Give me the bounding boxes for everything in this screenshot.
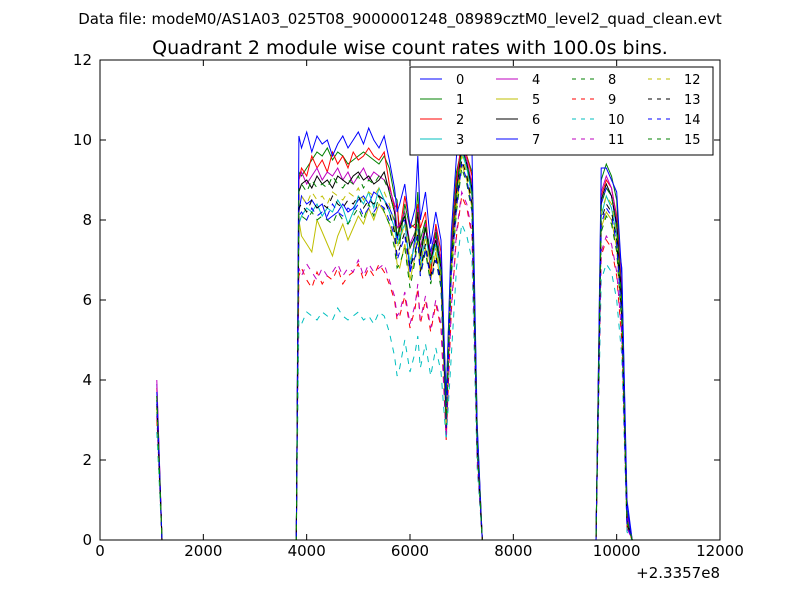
x-tick-label: 6000 [391, 542, 429, 560]
y-tick-label: 6 [82, 291, 92, 309]
legend-label-12: 12 [684, 73, 701, 88]
figure-suptitle: Data file: modeM0/AS1A03_025T08_90000012… [78, 10, 722, 29]
x-tick-label: 2000 [184, 542, 222, 560]
y-tick-label: 0 [82, 531, 92, 549]
y-tick-label: 8 [82, 211, 92, 229]
series-line-7 [156, 106, 633, 541]
legend-label-8: 8 [608, 73, 616, 88]
x-tick-label: 0 [95, 542, 105, 560]
legend-label-14: 14 [684, 113, 701, 128]
legend-label-7: 7 [532, 133, 540, 148]
x-tick-label: 8000 [494, 542, 532, 560]
legend-label-4: 4 [532, 73, 540, 88]
legend-label-2: 2 [456, 113, 464, 128]
chart-title: Quadrant 2 module wise count rates with … [152, 37, 668, 59]
y-tick-label: 10 [73, 131, 92, 149]
legend-label-6: 6 [532, 113, 540, 128]
legend-label-11: 11 [608, 133, 625, 148]
series-line-10 [156, 222, 633, 541]
series-line-2 [156, 139, 633, 541]
y-tick-label: 4 [82, 371, 92, 389]
x-offset-label: +2.3357e8 [636, 564, 720, 582]
legend-label-5: 5 [532, 93, 540, 108]
series-line-13 [156, 159, 633, 541]
series-layer [156, 106, 633, 541]
x-tick-label: 10000 [593, 542, 641, 560]
legend-label-9: 9 [608, 93, 616, 108]
series-line-15 [156, 147, 633, 541]
legend-label-1: 1 [456, 93, 464, 108]
y-tick-label: 2 [82, 451, 92, 469]
x-tick-label: 12000 [696, 542, 744, 560]
y-tick-label: 12 [73, 51, 92, 69]
legend-label-13: 13 [684, 93, 701, 108]
legend-label-0: 0 [456, 73, 464, 88]
legend-label-10: 10 [608, 113, 625, 128]
legend-box [409, 66, 714, 156]
series-line-9 [156, 194, 633, 541]
series-line-4 [156, 143, 633, 541]
legend-label-3: 3 [456, 133, 464, 148]
x-tick-label: 4000 [288, 542, 326, 560]
legend-label-15: 15 [684, 133, 701, 148]
series-line-11 [156, 190, 633, 541]
series-line-12 [156, 155, 633, 541]
